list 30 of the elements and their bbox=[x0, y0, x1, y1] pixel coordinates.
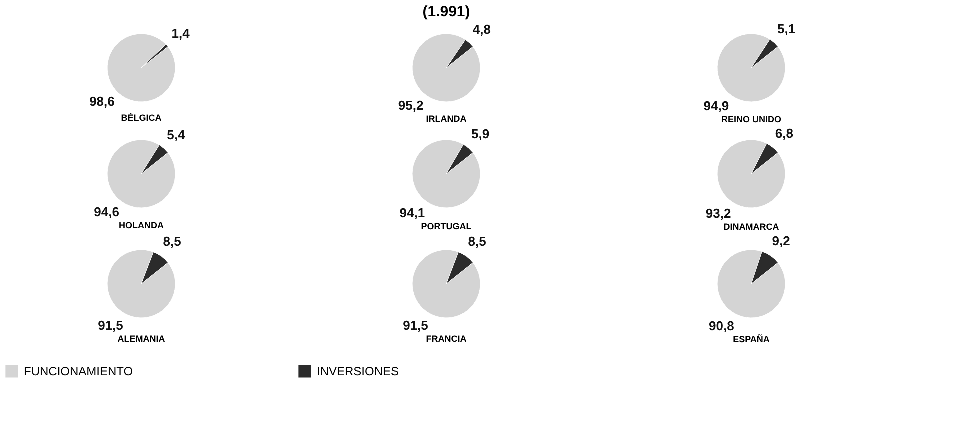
chart-title: (1.991) bbox=[422, 4, 470, 21]
slice-label: ESPAÑA bbox=[733, 334, 770, 345]
slice-label: DINAMARCA bbox=[724, 222, 780, 232]
data-label: 90,8 bbox=[709, 318, 734, 334]
data-label: 9,2 bbox=[772, 233, 790, 248]
data-label: 95,2 bbox=[398, 98, 424, 114]
data-label: 4,8 bbox=[472, 22, 491, 37]
data-label: 5,9 bbox=[472, 126, 490, 142]
data-label: 8,5 bbox=[163, 234, 182, 250]
data-label: 8,5 bbox=[468, 234, 486, 250]
data-label: 91,5 bbox=[403, 318, 428, 333]
data-label: 5,1 bbox=[778, 22, 796, 37]
data-label: 91,5 bbox=[98, 318, 124, 333]
data-label: 94,6 bbox=[94, 204, 120, 220]
data-label: 1,4 bbox=[172, 26, 191, 41]
legend-label: INVERSIONES bbox=[317, 364, 400, 378]
slice-label: BÉLGICA bbox=[121, 113, 162, 123]
data-label: 94,1 bbox=[400, 205, 426, 220]
data-label: 5,4 bbox=[167, 127, 186, 142]
slice-label: ALEMANIA bbox=[118, 334, 166, 344]
slice-label: IRLANDA bbox=[426, 114, 468, 124]
slice-label: HOLANDA bbox=[119, 220, 164, 231]
data-label: 93,2 bbox=[706, 206, 732, 222]
data-label: 6,8 bbox=[775, 126, 794, 141]
legend-label: FUNCIONAMIENTO bbox=[24, 364, 134, 378]
data-label: 94,9 bbox=[704, 98, 730, 114]
data-label: 98,6 bbox=[90, 94, 115, 110]
slice-label: FRANCIA bbox=[426, 334, 468, 344]
slice-label: PORTUGAL bbox=[421, 221, 472, 232]
slice-label: REINO UNIDO bbox=[721, 114, 782, 124]
